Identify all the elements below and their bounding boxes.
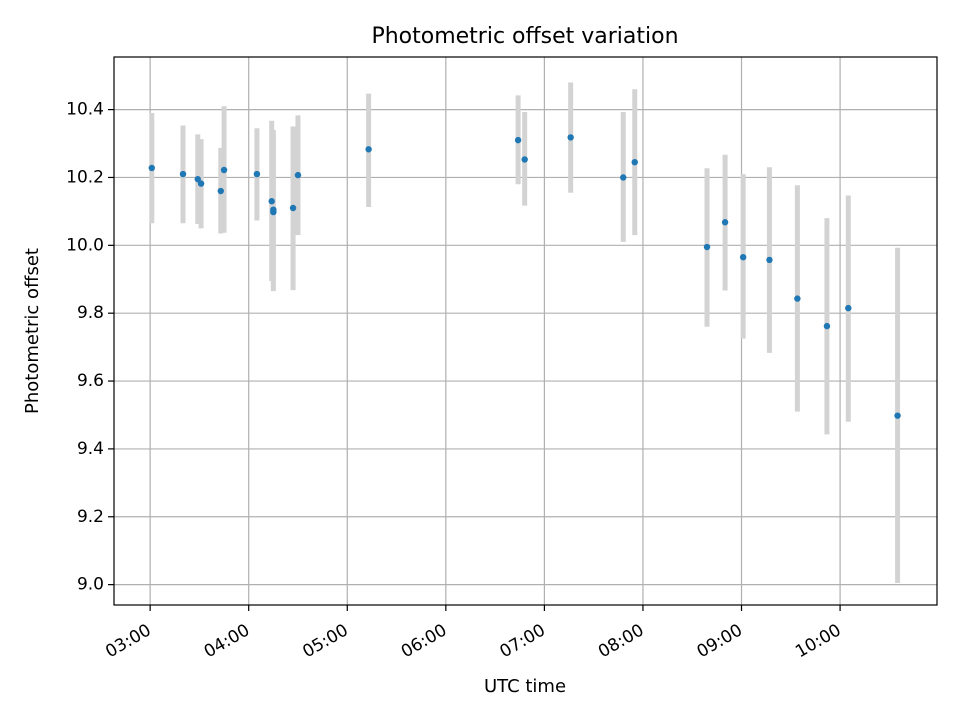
data-point — [197, 180, 205, 187]
y-tick-label: 9.2 — [77, 507, 104, 527]
data-point — [289, 204, 297, 212]
y-tick-label: 9.0 — [77, 575, 104, 595]
data-point — [270, 206, 277, 213]
y-tick-label: 10.2 — [66, 167, 104, 187]
data-point — [253, 170, 261, 178]
data-point — [766, 256, 773, 264]
y-axis-label: Photometric offset — [22, 248, 43, 414]
data-points — [148, 134, 901, 419]
data-point — [845, 304, 852, 312]
y-tick-label: 9.8 — [77, 303, 104, 323]
data-point — [721, 219, 729, 226]
data-point — [739, 253, 747, 261]
data-point — [294, 171, 302, 179]
data-point — [521, 156, 528, 163]
x-axis-label: UTC time — [484, 676, 566, 697]
data-point — [148, 164, 155, 172]
data-point — [703, 243, 711, 251]
y-tick-label: 10.0 — [66, 235, 104, 255]
y-tick-label: 9.6 — [77, 371, 104, 391]
y-tick-label: 9.4 — [77, 439, 104, 459]
data-point — [514, 136, 522, 144]
data-point — [365, 146, 372, 153]
chart-title: Photometric offset variation — [371, 24, 678, 49]
data-point — [220, 166, 228, 174]
data-point — [894, 412, 901, 419]
data-point — [567, 134, 574, 141]
data-point — [179, 170, 187, 178]
y-tick-label: 10.4 — [66, 100, 104, 120]
data-point — [823, 322, 831, 330]
data-point — [194, 175, 201, 183]
data-point — [268, 198, 275, 205]
data-point — [217, 187, 224, 195]
data-point — [620, 174, 627, 181]
plot-frame — [113, 56, 938, 606]
data-point — [631, 158, 638, 166]
y-axis-ticks: 9.0 9.2 9.4 9.6 9.8 10.0 10.2 10.4 — [66, 100, 114, 595]
data-point — [794, 295, 801, 302]
